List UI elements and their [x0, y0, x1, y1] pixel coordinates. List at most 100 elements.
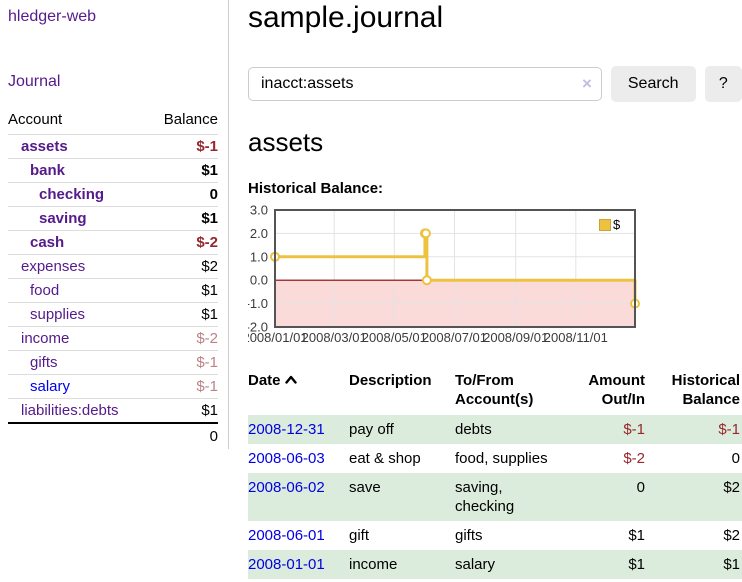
chart-canvas: 3.0 2.0 1.0 0.0 -1.0 -2.02008/01/012008/03/01… — [242, 203, 640, 345]
transaction-accounts: debts — [455, 421, 492, 438]
transaction-balance: $1 — [723, 556, 740, 573]
chart-title: Historical Balance: — [248, 180, 384, 197]
transaction-amount: $-1 — [623, 421, 645, 438]
transaction-accounts: food, supplies — [455, 450, 548, 467]
account-link-gifts[interactable]: gifts — [30, 354, 58, 371]
account-balance: $1 — [201, 402, 218, 419]
transaction-amount: $1 — [628, 556, 645, 573]
column-header-historical: Historical Balance — [671, 372, 740, 408]
account-row: assets $-1 — [8, 134, 218, 159]
search-form: × Search ? — [248, 66, 742, 102]
account-link-supplies[interactable]: supplies — [30, 306, 86, 323]
transaction-description: eat & shop — [349, 450, 421, 467]
account-balance: $-1 — [196, 138, 218, 155]
y-axis-tick-label: -1.0 — [248, 296, 268, 311]
y-axis-tick-label: 2.0 — [250, 226, 268, 241]
y-axis-tick-label: 0.0 — [250, 273, 268, 288]
transaction-description: pay off — [349, 421, 394, 438]
account-row: checking 0 — [8, 182, 218, 207]
search-input[interactable] — [248, 67, 602, 101]
chart-legend: $ — [599, 217, 620, 232]
transaction-date-link[interactable]: 2008-01-01 — [248, 556, 325, 573]
data-point-marker — [420, 228, 431, 239]
transaction-balance: $2 — [723, 527, 740, 544]
register-row: 2008-06-02 save saving, checking 0 $2 — [248, 473, 742, 521]
account-row: gifts $-1 — [8, 350, 218, 375]
transaction-date-link[interactable]: 2008-06-02 — [248, 479, 325, 496]
account-link-income[interactable]: income — [21, 330, 70, 347]
clear-search-icon[interactable]: × — [581, 74, 592, 93]
y-axis-tick-label: 1.0 — [250, 249, 268, 264]
sidebar-item-journal[interactable]: Journal — [8, 73, 61, 90]
account-row: bank $1 — [8, 158, 218, 183]
sidebar: hledger-web Journal Account Balance asse… — [0, 0, 229, 449]
account-total-row: 0 — [8, 423, 218, 449]
account-link-salary[interactable]: salary — [30, 378, 71, 395]
transaction-description: gift — [349, 527, 370, 544]
account-link-assets[interactable]: assets — [21, 138, 68, 155]
account-balance: $-2 — [196, 330, 218, 347]
account-balance: $-1 — [196, 354, 218, 371]
register-row: 2008-06-01 gift gifts $1 $2 — [248, 521, 742, 550]
account-link-bank[interactable]: bank — [30, 162, 66, 179]
account-row: saving $1 — [8, 206, 218, 231]
account-link-liabilities-debts[interactable]: liabilities:debts — [21, 402, 119, 419]
account-column-header: Account — [8, 111, 63, 128]
account-row: income $-2 — [8, 326, 218, 351]
transaction-accounts: saving, checking — [455, 479, 515, 515]
account-row: food $1 — [8, 278, 218, 303]
account-balance: $2 — [201, 258, 218, 275]
transaction-accounts: salary — [455, 556, 496, 573]
column-header-date[interactable]: Date — [248, 367, 349, 415]
transaction-description: save — [349, 479, 381, 496]
account-balance: 0 — [209, 186, 218, 203]
app-brand-link[interactable]: hledger-web — [8, 8, 97, 25]
transaction-amount: $-2 — [623, 450, 645, 467]
account-row: liabilities:debts $1 — [8, 398, 218, 424]
account-link-saving[interactable]: saving — [39, 210, 87, 227]
register-table: Date Description To/From Account(s) Amou… — [248, 367, 742, 579]
x-axis-tick-label: 2008/03/01 — [302, 330, 367, 345]
register-row: 2008-01-01 income salary $1 $1 — [248, 550, 742, 579]
transaction-amount: $1 — [628, 527, 645, 544]
x-axis-tick-label: 2008/05/01 — [362, 330, 427, 345]
transaction-accounts: gifts — [455, 527, 483, 544]
x-axis-tick-label: 2008/09/01 — [483, 330, 548, 345]
register-row: 2008-12-31 pay off debts $-1 $-1 — [248, 415, 742, 444]
account-row: supplies $1 — [8, 302, 218, 327]
account-heading: assets — [248, 127, 324, 157]
column-header-amount: Amount Out/In — [588, 372, 645, 408]
x-axis-tick-label: 2008/01/01 — [248, 330, 308, 345]
y-axis-tick-label: 3.0 — [250, 205, 268, 218]
search-input-wrap: × — [248, 67, 602, 101]
account-link-cash[interactable]: cash — [30, 234, 65, 251]
legend-swatch-icon — [599, 218, 611, 231]
account-row: cash $-2 — [8, 230, 218, 255]
transaction-amount: 0 — [636, 479, 645, 496]
transaction-date-link[interactable]: 2008-06-01 — [248, 527, 325, 544]
x-axis-tick-label: 2008/07/01 — [422, 330, 487, 345]
register-row: 2008-06-03 eat & shop food, supplies $-2 0 — [248, 444, 742, 473]
account-balance: $1 — [201, 282, 218, 299]
plot-border — [274, 209, 636, 328]
y-axis-tick-label: -2.0 — [248, 320, 268, 335]
account-balance: $-2 — [196, 234, 218, 251]
search-button[interactable]: Search — [610, 66, 696, 102]
account-row: salary $-1 — [8, 374, 218, 399]
sort-ascending-icon — [284, 375, 297, 384]
transaction-balance: $-1 — [718, 421, 740, 438]
transaction-date-link[interactable]: 2008-06-03 — [248, 450, 325, 467]
account-link-expenses[interactable]: expenses — [21, 258, 86, 275]
main-content: sample.journal × Search ? assets Histori… — [242, 0, 742, 579]
historical-balance-chart: 3.0 2.0 1.0 0.0 -1.0 -2.02008/01/012008/03/01… — [242, 203, 648, 349]
account-balance: $1 — [201, 210, 218, 227]
account-tree-table: Account Balance assets $-1 bank $1 checking 0… — [8, 107, 218, 449]
account-link-checking[interactable]: checking — [39, 186, 105, 203]
transaction-date-link[interactable]: 2008-12-31 — [248, 421, 325, 438]
column-header-description: Description — [349, 372, 432, 389]
account-link-food[interactable]: food — [30, 282, 60, 299]
column-header-tofrom: To/From Account(s) — [455, 372, 534, 408]
account-row: expenses $2 — [8, 254, 218, 279]
help-button[interactable]: ? — [704, 66, 742, 102]
balance-column-header: Balance — [163, 111, 218, 128]
